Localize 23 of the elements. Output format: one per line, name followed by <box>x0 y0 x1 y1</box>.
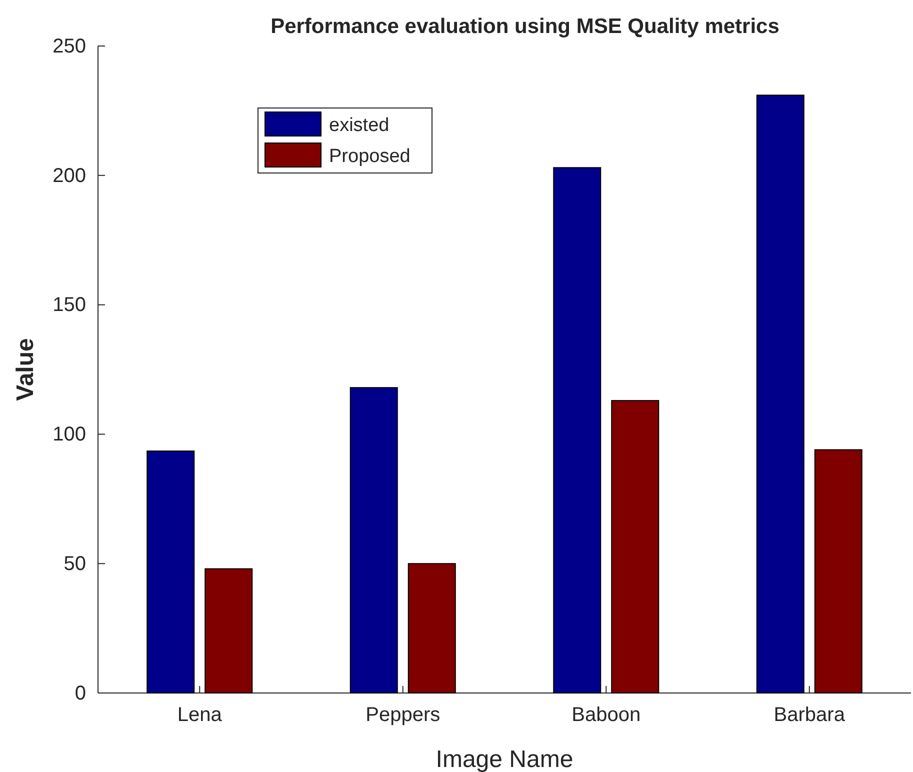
chart-title: Performance evaluation using MSE Quality metrics <box>270 15 780 38</box>
bar <box>146 450 195 694</box>
bar <box>204 568 253 694</box>
y-tick-label: 250 <box>52 35 86 58</box>
legend-label: Proposed <box>329 146 410 167</box>
x-tick-label: Barbara <box>774 704 846 726</box>
bar <box>408 563 456 694</box>
y-axis-title: Value <box>12 338 39 401</box>
y-tick-label: 100 <box>52 424 86 446</box>
y-tick-label: 200 <box>52 164 86 187</box>
x-tick-label: Lena <box>177 704 223 726</box>
x-tick-label: Peppers <box>366 704 440 726</box>
bar <box>814 449 862 694</box>
y-tick-label: 0 <box>74 682 86 704</box>
bar <box>350 387 398 694</box>
y-tick-label: 150 <box>52 294 86 316</box>
bar <box>553 167 602 694</box>
x-tick-label: Baboon <box>572 704 641 726</box>
bar <box>756 94 804 694</box>
y-tick-label: 50 <box>64 553 86 575</box>
bar <box>611 400 660 694</box>
x-axis-title: Image Name <box>436 746 574 772</box>
legend-label: existed <box>329 115 390 136</box>
